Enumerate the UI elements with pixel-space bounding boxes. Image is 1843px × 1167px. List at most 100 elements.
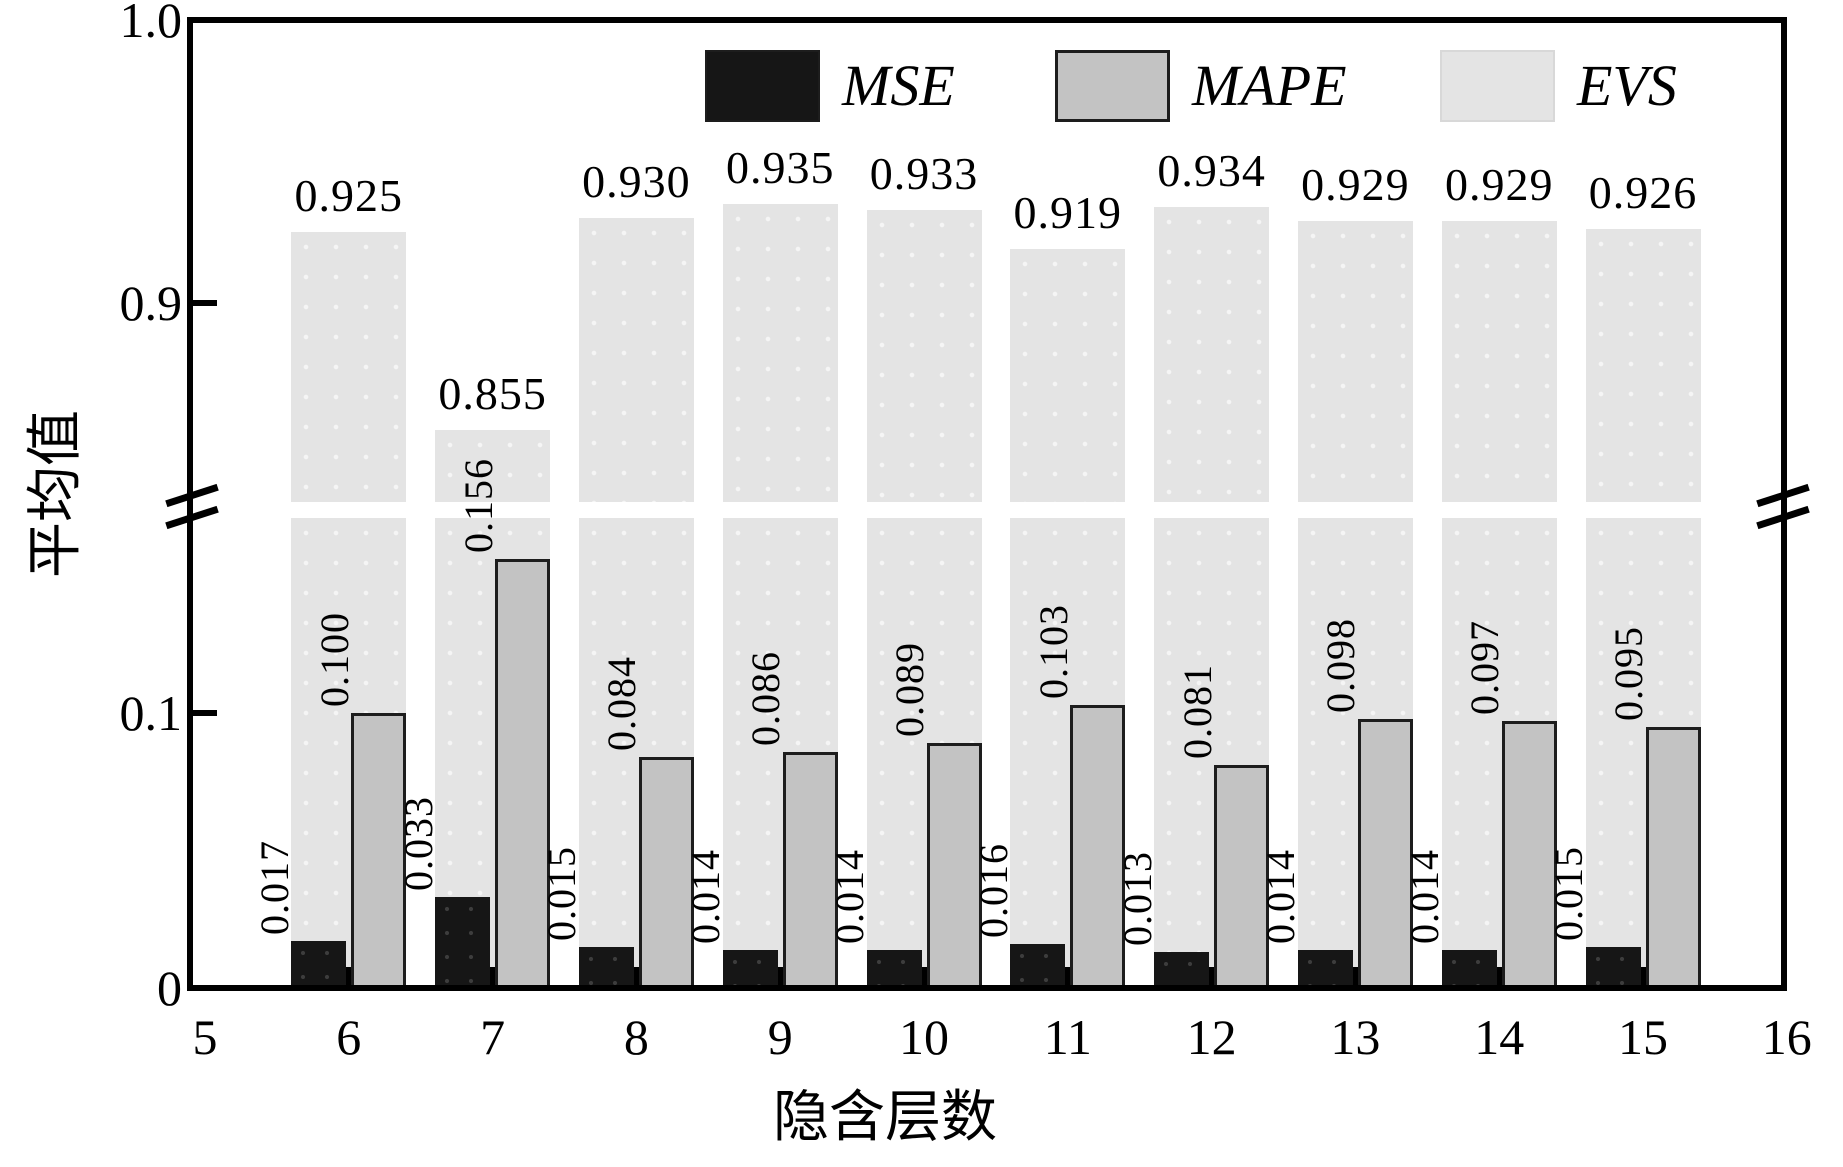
bar-mape-10 xyxy=(926,743,982,989)
y-tick-label-0.1: 0.1 xyxy=(119,685,183,741)
x-tick-label-6: 6 xyxy=(336,1009,362,1065)
bar-mape-8 xyxy=(638,757,694,989)
bar-mape-11 xyxy=(1070,704,1126,989)
label-mape-6: 0.100 xyxy=(311,612,357,707)
legend-swatch-mape-icon xyxy=(1055,50,1170,122)
y-tick-0.1 xyxy=(193,710,217,716)
bar-evs-upper-10 xyxy=(866,209,982,502)
label-evs-6: 0.925 xyxy=(294,170,404,222)
x-tick-label-16: 16 xyxy=(1761,1009,1812,1065)
label-evs-14: 0.929 xyxy=(1444,158,1554,210)
label-evs-10: 0.933 xyxy=(869,147,979,199)
label-mse-14: 0.014 xyxy=(1402,848,1448,944)
label-mse-6: 0.017 xyxy=(251,840,297,936)
label-evs-11: 0.919 xyxy=(1013,187,1123,239)
label-evs-7: 0.855 xyxy=(438,368,547,420)
bar-evs-upper-9 xyxy=(722,203,838,502)
bar-evs-upper-7 xyxy=(435,430,551,502)
bar-mse-11 xyxy=(1010,944,1066,989)
bar-evs-lower-11 xyxy=(1010,518,1126,989)
label-mse-11: 0.016 xyxy=(970,843,1016,938)
y-tick-label-1.0: 1.0 xyxy=(119,0,183,48)
legend-label-mse: MSE xyxy=(842,53,955,118)
label-mse-7: 0.033 xyxy=(395,796,441,892)
bar-mape-14 xyxy=(1501,721,1557,989)
y-tick-label-0: 0 xyxy=(157,960,182,1016)
x-tick-label-7: 7 xyxy=(480,1009,506,1065)
label-mse-8: 0.015 xyxy=(539,845,585,941)
label-mse-12: 0.013 xyxy=(1114,851,1160,947)
x-tick-label-9: 9 xyxy=(767,1009,793,1065)
label-mape-7: 0.156 xyxy=(455,458,501,553)
legend-swatch-mse-icon xyxy=(705,50,820,122)
label-evs-8: 0.930 xyxy=(582,156,691,208)
y-tick-label-0.9: 0.9 xyxy=(119,275,183,331)
bar-mape-7 xyxy=(495,559,551,989)
bar-mse-12 xyxy=(1154,952,1210,989)
y-tick-0.9 xyxy=(193,300,217,306)
bar-evs-upper-14 xyxy=(1441,220,1557,502)
bar-mse-15 xyxy=(1585,946,1641,989)
legend-swatch-evs-icon xyxy=(1440,50,1555,122)
x-tick-6 xyxy=(346,967,352,989)
x-tick-11 xyxy=(1065,967,1071,989)
bar-mse-9 xyxy=(722,949,778,989)
bar-evs-upper-13 xyxy=(1297,220,1413,502)
bar-mse-14 xyxy=(1441,949,1497,989)
label-mape-9: 0.086 xyxy=(743,650,789,746)
legend-label-evs: EVS xyxy=(1577,53,1677,118)
label-mse-10: 0.014 xyxy=(827,848,872,944)
bar-mape-12 xyxy=(1214,765,1270,989)
bar-evs-upper-6 xyxy=(291,232,407,502)
axis-break-band xyxy=(193,502,1781,518)
label-evs-9: 0.935 xyxy=(725,141,835,193)
y-axis-title: 平均值 xyxy=(25,410,87,578)
x-tick-label-12: 12 xyxy=(1186,1009,1237,1065)
legend-item-evs: EVS xyxy=(1440,50,1677,122)
bar-mse-6 xyxy=(291,941,347,989)
label-mse-13: 0.014 xyxy=(1258,848,1304,944)
x-tick-label-8: 8 xyxy=(623,1009,649,1065)
x-axis-title: 隐含层数 xyxy=(773,1087,997,1149)
x-tick-7 xyxy=(490,967,496,989)
bar-evs-upper-15 xyxy=(1585,229,1701,502)
label-mape-14: 0.097 xyxy=(1462,620,1508,716)
x-tick-14 xyxy=(1496,967,1502,989)
legend-item-mse: MSE xyxy=(705,50,955,122)
x-tick-label-5: 5 xyxy=(192,1009,218,1065)
x-tick-label-14: 14 xyxy=(1474,1009,1525,1065)
x-tick-15 xyxy=(1640,967,1646,989)
label-mape-8: 0.084 xyxy=(599,656,645,751)
x-tick-label-10: 10 xyxy=(899,1009,949,1065)
x-tick-label-13: 13 xyxy=(1330,1009,1381,1065)
bar-mape-13 xyxy=(1357,718,1413,989)
label-mape-11: 0.103 xyxy=(1030,603,1076,699)
label-mape-13: 0.098 xyxy=(1318,617,1364,713)
label-evs-12: 0.934 xyxy=(1157,144,1266,196)
label-evs-15: 0.926 xyxy=(1588,167,1698,219)
label-mape-15: 0.095 xyxy=(1606,625,1651,721)
x-tick-12 xyxy=(1209,967,1215,989)
bar-mse-10 xyxy=(866,949,922,989)
bar-mse-8 xyxy=(578,946,634,989)
x-tick-label-15: 15 xyxy=(1618,1009,1668,1065)
bar-mape-6 xyxy=(351,713,407,989)
x-tick-13 xyxy=(1352,967,1358,989)
bar-mse-13 xyxy=(1297,949,1353,989)
x-tick-label-11: 11 xyxy=(1043,1009,1092,1065)
bar-mape-15 xyxy=(1645,726,1701,989)
x-tick-8 xyxy=(633,967,639,989)
label-mse-9: 0.014 xyxy=(683,848,729,944)
x-tick-10 xyxy=(921,967,927,989)
bar-mape-9 xyxy=(782,751,838,989)
label-mse-15: 0.015 xyxy=(1546,845,1591,941)
label-mape-10: 0.089 xyxy=(887,642,932,738)
x-tick-9 xyxy=(777,967,783,989)
legend-label-mape: MAPE xyxy=(1192,53,1347,118)
label-evs-13: 0.929 xyxy=(1301,158,1410,210)
bar-evs-upper-12 xyxy=(1154,206,1270,502)
bar-mse-7 xyxy=(435,897,491,989)
bar-evs-upper-8 xyxy=(578,218,694,502)
